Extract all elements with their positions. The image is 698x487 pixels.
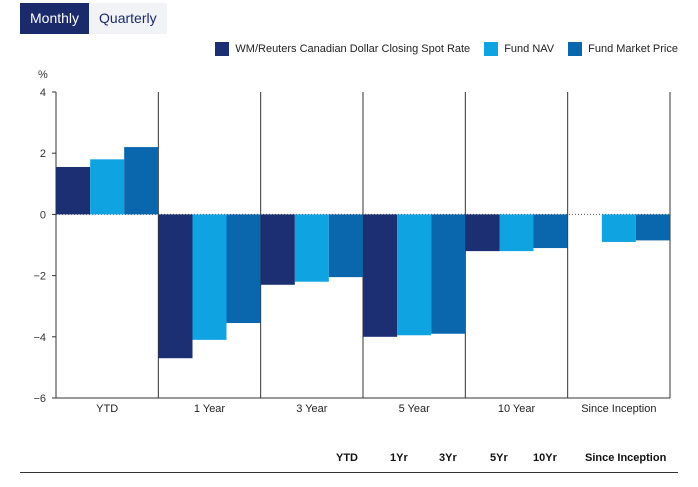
y-tick-label: 0 <box>40 209 46 221</box>
period-tabs: Monthly Quarterly <box>20 3 167 34</box>
legend-label-spot-rate: WM/Reuters Canadian Dollar Closing Spot … <box>235 43 471 55</box>
x-category-label: 1 Year <box>194 403 226 415</box>
bar-0-0 <box>56 166 91 215</box>
footer-col-3yr: 3Yr <box>439 452 457 464</box>
x-category-label: 10 Year <box>498 403 536 415</box>
legend-item-spot-rate[interactable]: WM/Reuters Canadian Dollar Closing Spot … <box>215 42 470 56</box>
bar-2-2 <box>328 214 363 278</box>
legend-swatch-spot-rate <box>215 42 230 56</box>
legend-label-fund-market-price: Fund Market Price <box>588 43 678 55</box>
legend-label-fund-nav: Fund NAV <box>504 43 555 55</box>
footer-col-since-inception: Since Inception <box>585 452 667 464</box>
bar-1-1 <box>192 214 227 340</box>
x-category-label: YTD <box>96 403 118 415</box>
footer-col-1yr: 1Yr <box>390 452 408 464</box>
y-tick-label: −2 <box>33 271 46 283</box>
bar-1-2 <box>226 214 261 324</box>
y-tick-label: 4 <box>40 87 46 99</box>
y-tick-label: −6 <box>33 393 46 405</box>
bar-4-2 <box>533 214 568 249</box>
bar-5-2 <box>635 214 670 241</box>
bar-1-0 <box>158 214 193 359</box>
footer-col-10yr: 10Yr <box>533 452 557 464</box>
performance-bar-chart: % 4 2 0 −2 −4 −6 YTD 1 Year 3 Year 5 Year 10 Year Si… <box>33 69 671 415</box>
bar-3-2 <box>431 214 466 334</box>
bar-5-1 <box>601 214 636 242</box>
bar-3-1 <box>397 214 432 336</box>
legend-item-fund-nav[interactable]: Fund NAV <box>484 42 554 56</box>
legend-swatch-fund-market-price <box>568 42 583 56</box>
bar-2-1 <box>294 214 329 282</box>
bar-2-0 <box>260 214 295 285</box>
x-category-label: Since Inception <box>581 403 656 415</box>
bar-0-1 <box>90 159 125 215</box>
x-category-label: 5 Year <box>399 403 431 415</box>
bar-3-0 <box>363 214 398 337</box>
bar-0-2 <box>124 147 159 215</box>
legend-item-fund-market-price[interactable]: Fund Market Price <box>568 42 678 56</box>
footer-col-ytd: YTD <box>336 452 358 464</box>
bar-4-1 <box>499 214 534 252</box>
y-axis-unit-label: % <box>38 69 48 81</box>
y-tick-label: −4 <box>33 332 46 344</box>
bar-4-0 <box>465 214 500 252</box>
footer-col-5yr: 5Yr <box>490 452 508 464</box>
legend-swatch-fund-nav <box>484 42 499 56</box>
performance-table-header: YTD 1Yr 3Yr 5Yr 10Yr Since Inception <box>20 452 678 473</box>
x-category-label: 3 Year <box>296 403 328 415</box>
y-tick-label: 2 <box>40 148 46 160</box>
chart-legend: WM/Reuters Canadian Dollar Closing Spot … <box>201 42 678 56</box>
tab-quarterly[interactable]: Quarterly <box>89 3 167 34</box>
tab-monthly[interactable]: Monthly <box>20 3 90 34</box>
